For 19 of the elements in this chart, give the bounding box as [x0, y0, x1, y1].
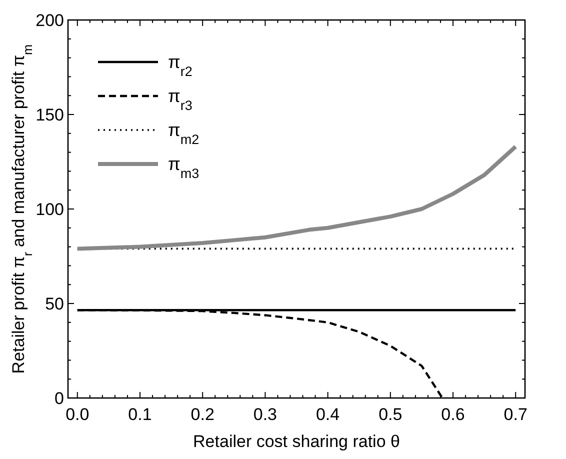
y-tick-label: 200: [36, 11, 64, 30]
legend-label: π$_{m3}$: [168, 154, 200, 180]
legend-label: π$_{r3}$: [168, 86, 192, 112]
y-tick-label: 150: [36, 106, 64, 124]
x-tick-label: 0.7: [504, 405, 528, 424]
x-tick-label: 0.0: [66, 405, 90, 424]
y-tick-label: 0: [54, 389, 64, 408]
x-tick-label: 0.1: [128, 405, 152, 424]
x-tick-label: 0.2: [190, 405, 214, 424]
legend-label: π$_{m2}$: [168, 120, 200, 146]
y-tick-label: 100: [36, 200, 64, 219]
x-tick-label: 0.6: [441, 405, 465, 424]
y-tick-label: 50: [45, 294, 64, 314]
x-tick-label: 0.5: [378, 405, 402, 424]
x-tick-label: 0.4: [316, 405, 340, 424]
x-axis-title: Retailer cost sharing ratio θ: [193, 432, 400, 451]
x-tick-label: 0.3: [253, 405, 278, 424]
line-series: [75, 144, 518, 251]
legend-label: π$_{r2}$: [168, 52, 192, 78]
